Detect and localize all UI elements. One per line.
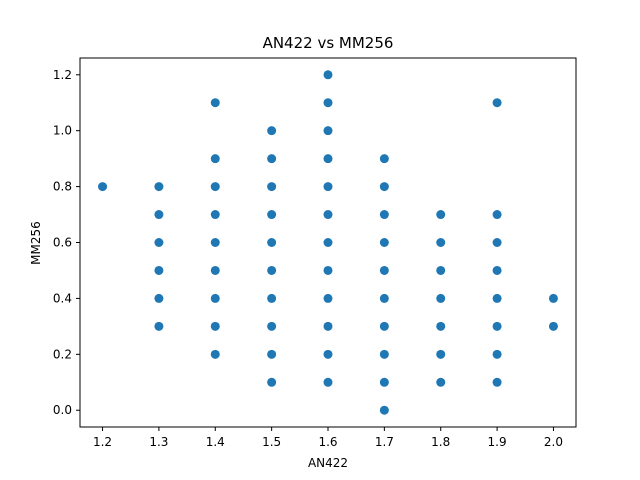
data-point xyxy=(492,321,502,331)
data-point xyxy=(323,293,333,303)
x-tick-label: 1.9 xyxy=(488,435,507,449)
data-point xyxy=(267,238,277,247)
data-point xyxy=(267,210,277,220)
x-tick-label: 2.0 xyxy=(544,435,563,449)
data-point xyxy=(323,182,333,192)
data-point xyxy=(98,182,108,192)
x-tick-label: 1.7 xyxy=(375,435,394,449)
y-axis-ticks: 0.0 0.2 0.4 0.6 0.8 1.0 1.2 xyxy=(53,68,80,417)
data-point xyxy=(210,154,220,164)
chart-title: AN422 vs MM256 xyxy=(263,34,394,52)
plot-frame xyxy=(79,57,577,428)
data-point xyxy=(210,349,220,359)
data-point xyxy=(323,238,333,247)
data-point xyxy=(379,321,389,331)
data-point xyxy=(154,182,164,192)
data-point xyxy=(436,293,446,303)
data-point xyxy=(323,210,333,220)
data-point xyxy=(210,182,220,192)
data-point xyxy=(267,126,277,136)
data-point xyxy=(492,349,502,359)
data-point xyxy=(436,349,446,359)
data-point xyxy=(210,210,220,220)
data-point xyxy=(154,321,164,331)
data-point xyxy=(379,405,389,415)
data-point xyxy=(379,238,389,247)
data-point xyxy=(436,321,446,331)
data-point xyxy=(323,98,333,108)
data-point xyxy=(210,98,220,108)
data-point xyxy=(210,321,220,331)
data-point xyxy=(267,265,277,275)
data-point xyxy=(154,238,164,247)
data-point xyxy=(154,293,164,303)
data-point xyxy=(210,238,220,247)
y-tick-label: 0.4 xyxy=(53,291,72,305)
data-point xyxy=(492,98,502,108)
x-tick-label: 1.4 xyxy=(206,435,225,449)
data-point xyxy=(323,154,333,164)
y-tick-label: 0.2 xyxy=(53,347,72,361)
data-point xyxy=(267,154,277,164)
data-point xyxy=(436,210,446,220)
data-point xyxy=(154,210,164,220)
x-tick-label: 1.8 xyxy=(431,435,450,449)
data-point xyxy=(492,293,502,303)
data-point xyxy=(379,349,389,359)
data-point xyxy=(379,182,389,192)
data-point xyxy=(492,238,502,247)
data-point xyxy=(267,377,277,387)
x-tick-label: 1.3 xyxy=(149,435,168,449)
data-point xyxy=(267,293,277,303)
data-point xyxy=(267,182,277,192)
data-point xyxy=(379,265,389,275)
data-point xyxy=(323,70,333,80)
data-point xyxy=(492,210,502,220)
data-point xyxy=(323,265,333,275)
x-tick-label: 1.2 xyxy=(93,435,112,449)
y-tick-label: 0.8 xyxy=(53,180,72,194)
data-point xyxy=(379,293,389,303)
data-point xyxy=(210,265,220,275)
data-point xyxy=(548,293,558,303)
y-tick-label: 0.6 xyxy=(53,236,72,250)
data-point xyxy=(436,238,446,247)
data-point xyxy=(323,126,333,136)
data-point xyxy=(154,265,164,275)
x-axis-label: AN422 xyxy=(308,456,348,470)
data-points xyxy=(98,70,558,415)
data-point xyxy=(548,321,558,331)
data-point xyxy=(379,154,389,164)
data-point xyxy=(210,293,220,303)
x-tick-label: 1.6 xyxy=(318,435,337,449)
data-point xyxy=(323,377,333,387)
data-point xyxy=(323,349,333,359)
y-tick-label: 0.0 xyxy=(53,403,72,417)
x-tick-label: 1.5 xyxy=(262,435,281,449)
y-tick-label: 1.2 xyxy=(53,68,72,82)
data-point xyxy=(267,321,277,331)
data-point xyxy=(436,265,446,275)
data-point xyxy=(436,377,446,387)
y-tick-label: 1.0 xyxy=(53,124,72,138)
data-point xyxy=(323,321,333,331)
data-point xyxy=(267,349,277,359)
data-point xyxy=(379,377,389,387)
y-axis-label: MM256 xyxy=(29,221,43,265)
data-point xyxy=(379,210,389,220)
x-axis-ticks: 1.2 1.3 1.4 1.5 1.6 1.7 1.8 1.9 2.0 xyxy=(93,427,563,449)
data-point xyxy=(492,265,502,275)
data-point xyxy=(492,377,502,387)
